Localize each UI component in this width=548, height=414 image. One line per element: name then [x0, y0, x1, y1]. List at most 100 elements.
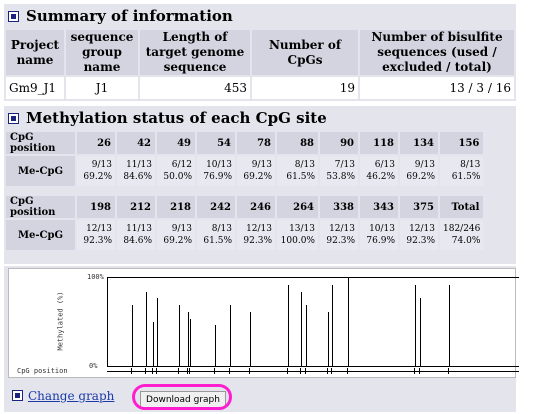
expand-icon — [12, 390, 23, 401]
x-axis-label: CpG position — [17, 367, 68, 375]
cpg-position-cell: Total — [440, 196, 484, 218]
cpg-position-cell: 264 — [277, 196, 318, 218]
cpg-position-cell: 246 — [237, 196, 275, 218]
me-cpg-percent: 100.0% — [280, 236, 315, 246]
me-cpg-count: 9/13 — [91, 160, 112, 170]
me-cpg-count: 10/13 — [369, 224, 395, 234]
me-cpg-cell: 9/13 69.2% — [157, 220, 195, 250]
cpg-bar — [332, 285, 333, 366]
me-cpg-cell: 9/13 69.2% — [237, 156, 275, 186]
me-cpg-cell: 7/13 53.8% — [320, 156, 358, 186]
methylation-title: Methylation status of each CpG site — [26, 109, 327, 127]
me-cpg-percent: 84.6% — [123, 236, 152, 246]
me-cpg-cell: 9/13 69.2% — [400, 156, 438, 186]
cpg-tick — [419, 368, 420, 374]
cpg-bar — [190, 319, 191, 366]
cpg-position-label: CpG position — [6, 132, 75, 154]
cpg-tick — [145, 368, 146, 374]
header-cpg-count: Number of CpGs — [252, 30, 358, 75]
cell-sequence-group: J1 — [66, 77, 138, 99]
me-cpg-percent: 84.6% — [123, 172, 152, 182]
cpg-tick — [331, 368, 332, 374]
me-cpg-cell: 8/13 61.5% — [277, 156, 318, 186]
collapse-toggle-icon[interactable] — [8, 10, 19, 22]
cpg-bar — [230, 305, 231, 366]
me-cpg-cell: 8/13 61.5% — [197, 220, 235, 250]
me-cpg-percent: 76.9% — [366, 236, 395, 246]
y-bottom-label: 0% — [89, 362, 98, 370]
cpg-bar — [449, 285, 450, 366]
cpg-position-cell: 54 — [197, 132, 235, 154]
cpg-position-cell: 26 — [77, 132, 115, 154]
cpg-position-cell: 218 — [157, 196, 195, 218]
cell-project-name: Gm9_J1 — [6, 77, 64, 99]
me-cpg-count: 11/13 — [126, 224, 152, 234]
me-cpg-percent: 46.2% — [366, 172, 395, 182]
me-cpg-percent: 74.0% — [451, 236, 481, 246]
me-cpg-count: 11/13 — [126, 160, 152, 170]
cpg-bar — [179, 305, 180, 366]
cpg-tick — [327, 368, 328, 374]
cpg-tick — [189, 368, 190, 374]
me-cpg-count: 12/13 — [409, 224, 435, 234]
cpg-tick — [229, 368, 230, 374]
cpg-position-cell: 134 — [400, 132, 438, 154]
collapse-toggle-icon[interactable] — [8, 112, 19, 124]
me-cpg-percent: 69.2% — [83, 172, 112, 182]
me-cpg-percent: 61.5% — [203, 236, 232, 246]
me-cpg-percent: 92.3% — [83, 236, 112, 246]
me-cpg-percent: 69.2% — [243, 172, 272, 182]
me-cpg-percent: 69.2% — [406, 172, 435, 182]
methylation-section: Methylation status of each CpG site CpG … — [4, 106, 516, 264]
summary-title: Summary of information — [26, 7, 233, 25]
cpg-position-cell: 212 — [117, 196, 155, 218]
cpg-bar — [328, 312, 329, 366]
methylation-table: CpG position 26 42 49 54 78 88 90 118 134 156 Me-Cp… — [4, 130, 485, 252]
me-cpg-count: 9/13 — [414, 160, 435, 170]
cpg-position-cell: 49 — [157, 132, 195, 154]
me-cpg-percent: 76.9% — [203, 172, 232, 182]
cpg-bar — [306, 305, 307, 366]
cpg-tick — [249, 368, 250, 374]
cpg-position-cell: 343 — [360, 196, 398, 218]
me-cpg-count: 6/13 — [374, 160, 395, 170]
me-cpg-count: 182/246 — [443, 224, 481, 234]
me-cpg-count: 12/13 — [246, 224, 272, 234]
me-cpg-count: 9/13 — [171, 224, 192, 234]
cpg-bar — [301, 292, 302, 366]
x-axis-line — [107, 371, 519, 372]
me-cpg-cell: 12/13 92.3% — [320, 220, 358, 250]
cpg-position-cell: 118 — [360, 132, 398, 154]
me-cpg-count: 8/13 — [294, 160, 315, 170]
me-cpg-count: 7/13 — [334, 160, 355, 170]
me-cpg-percent: 69.2% — [163, 236, 192, 246]
methylation-header: Methylation status of each CpG site — [4, 106, 516, 130]
me-cpg-cell: 182/246 74.0% — [440, 220, 484, 250]
me-cpg-count: 10/13 — [206, 160, 232, 170]
cpg-position-cell: 375 — [400, 196, 438, 218]
plot-area — [107, 277, 519, 367]
me-cpg-percent: 53.8% — [326, 172, 355, 182]
cpg-bar — [153, 322, 154, 366]
me-cpg-percent: 92.3% — [243, 236, 272, 246]
cpg-bar — [420, 298, 421, 366]
y-top-label: 100% — [87, 273, 104, 281]
me-cpg-count: 12/13 — [329, 224, 355, 234]
cpg-position-cell: 42 — [117, 132, 155, 154]
cpg-bar — [288, 285, 289, 366]
cpg-bar — [415, 285, 416, 366]
me-cpg-cell: 6/13 46.2% — [360, 156, 398, 186]
me-cpg-label: Me-CpG — [6, 220, 75, 250]
cpg-tick — [448, 368, 449, 374]
cpg-tick — [187, 368, 188, 374]
me-cpg-cell: 10/13 76.9% — [197, 156, 235, 186]
me-cpg-percent: 50.0% — [163, 172, 192, 182]
cpg-bar — [188, 312, 189, 366]
me-cpg-cell: 11/13 84.6% — [117, 220, 155, 250]
me-cpg-cell: 12/13 92.3% — [400, 220, 438, 250]
me-cpg-cell: 13/13 100.0% — [277, 220, 318, 250]
header-sequence-group: sequence group name — [66, 30, 138, 75]
summary-section: Summary of information Project name sequ… — [4, 4, 516, 101]
change-graph-link[interactable]: Change graph — [12, 389, 114, 403]
me-cpg-cell: 6/12 50.0% — [157, 156, 195, 186]
